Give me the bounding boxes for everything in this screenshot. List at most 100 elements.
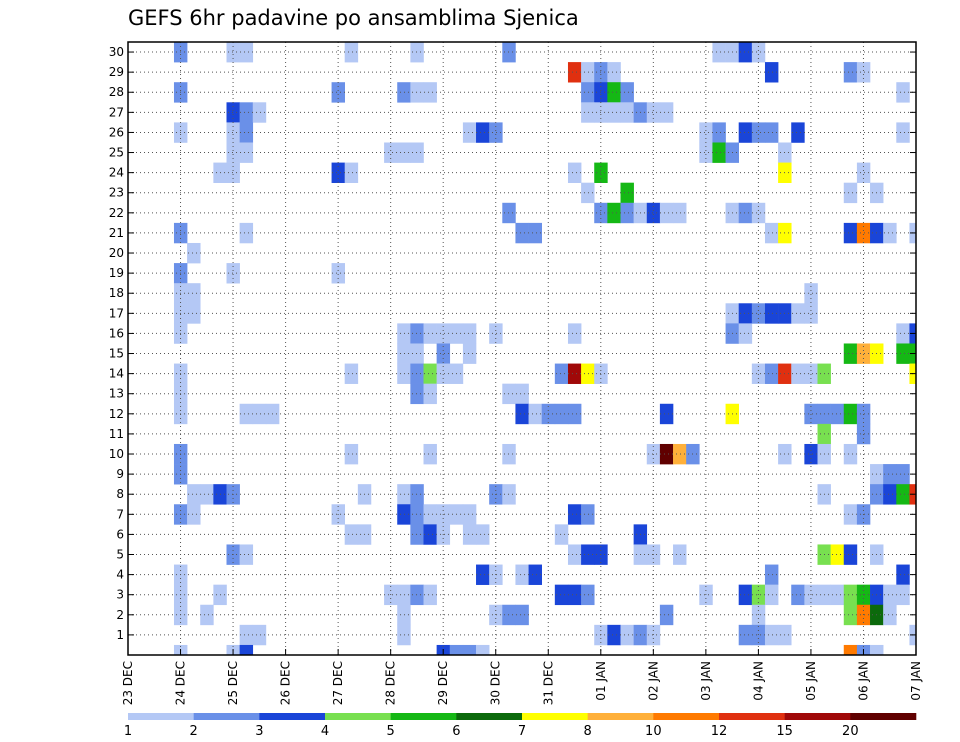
- y-tick-label: 2: [116, 608, 124, 622]
- heatmap-cell: [423, 383, 437, 405]
- heatmap-cell: [581, 102, 595, 123]
- heatmap-cell: [476, 122, 490, 143]
- x-tick-label: 07 JAN: [909, 661, 923, 701]
- heatmap-cell: [607, 62, 621, 83]
- colorbar-label: 10: [645, 724, 662, 739]
- heatmap-cell: [620, 82, 634, 103]
- heatmap-cell: [856, 343, 871, 364]
- heatmap-cell: [239, 122, 254, 143]
- colorbar-segment: [653, 713, 720, 720]
- heatmap-cell: [712, 42, 726, 63]
- heatmap-cell: [344, 363, 359, 384]
- heatmap-cell: [239, 403, 254, 425]
- heatmap-cell: [659, 443, 674, 465]
- heatmap-cell: [476, 644, 490, 656]
- y-tick-label: 7: [116, 507, 124, 521]
- colorbar-label: 8: [584, 724, 592, 739]
- y-tick-label: 12: [109, 407, 124, 421]
- heatmap-cell: [791, 363, 805, 384]
- heatmap-cell: [410, 524, 424, 545]
- heatmap-cell: [567, 323, 582, 344]
- y-tick-label: 26: [109, 125, 124, 139]
- heatmap-cell: [187, 242, 201, 264]
- x-tick-label: 29 DEC: [436, 661, 450, 705]
- heatmap-cell: [843, 403, 858, 425]
- heatmap-cell: [581, 504, 595, 525]
- heatmap-cell: [423, 363, 437, 384]
- heatmap-cell: [896, 323, 910, 344]
- heatmap-cell: [843, 343, 858, 364]
- heatmap-cell: [397, 604, 411, 626]
- x-tick-label: 25 DEC: [226, 661, 240, 705]
- heatmap-cell: [423, 443, 437, 465]
- heatmap-cell: [502, 383, 516, 405]
- colorbar-segment: [850, 713, 917, 720]
- heatmap-cell: [554, 403, 569, 425]
- colorbar-segment: [522, 713, 588, 720]
- heatmap-cell: [843, 604, 858, 626]
- x-tick-label: 27 DEC: [331, 661, 345, 705]
- heatmap-cell: [515, 222, 529, 244]
- heatmap-cell: [883, 584, 897, 606]
- y-tick-label: 9: [116, 467, 124, 481]
- heatmap-cell: [515, 403, 529, 425]
- y-tick-label: 17: [109, 306, 124, 320]
- heatmap-cell: [462, 644, 477, 656]
- y-tick-label: 10: [109, 447, 124, 461]
- colorbar-label: 5: [387, 724, 395, 739]
- heatmap-cell: [226, 122, 240, 143]
- heatmap-cell: [620, 624, 634, 646]
- heatmap-cell: [200, 604, 214, 626]
- colorbar-segment: [325, 713, 391, 720]
- heatmap-cell: [410, 343, 424, 364]
- heatmap-cell: [187, 504, 201, 525]
- x-axis-ticks: 23 DEC 24 DEC 25 DEC 26 DEC 27 DEC 28 DEC 29 D…: [121, 649, 923, 705]
- x-tick-label: 04 JAN: [751, 661, 765, 701]
- heatmap-cell: [764, 222, 779, 244]
- heatmap-cell: [843, 544, 858, 565]
- heatmap-cell: [843, 222, 858, 244]
- heatmap-cell: [883, 484, 897, 505]
- heatmap-cells: [173, 42, 917, 656]
- heatmap-cell: [239, 142, 254, 163]
- y-tick-label: 11: [109, 427, 124, 441]
- heatmap-cell: [607, 202, 621, 224]
- colorbar-segment: [456, 713, 523, 720]
- heatmap-cell: [397, 584, 411, 606]
- heatmap-cell: [476, 524, 490, 545]
- heatmap-cell: [502, 443, 516, 465]
- y-tick-label: 23: [109, 186, 124, 200]
- heatmap-cell: [843, 504, 858, 525]
- heatmap-cell: [515, 564, 529, 585]
- heatmap-cell: [410, 383, 424, 405]
- heatmap-cell: [856, 403, 871, 425]
- heatmap-cell: [397, 323, 411, 344]
- heatmap-cell: [344, 42, 359, 63]
- heatmap-cell: [896, 584, 910, 606]
- heatmap-cell: [896, 82, 910, 103]
- heatmap-cell: [659, 403, 674, 425]
- chart-title: GEFS 6hr padavine po ansamblima Sjenica: [128, 6, 579, 30]
- heatmap-cell: [699, 122, 713, 143]
- heatmap-cell: [843, 62, 858, 83]
- colorbar-label: 20: [842, 724, 859, 739]
- heatmap-cell: [738, 303, 753, 324]
- heatmap-cell: [436, 323, 451, 344]
- x-tick-label: 03 JAN: [699, 661, 713, 701]
- heatmap-cell: [423, 82, 437, 103]
- heatmap-cell: [200, 484, 214, 505]
- y-tick-label: 30: [109, 45, 124, 59]
- colorbar-segment: [784, 713, 851, 720]
- heatmap-cell: [462, 323, 477, 344]
- heatmap-cell: [764, 303, 779, 324]
- y-tick-label: 22: [109, 206, 124, 220]
- heatmap-cell: [896, 343, 910, 364]
- heatmap-cell: [462, 524, 477, 545]
- heatmap-cell: [410, 584, 424, 606]
- heatmap-cell: [856, 162, 871, 183]
- x-tick-label: 26 DEC: [279, 661, 293, 705]
- colorbar-label: 15: [776, 724, 793, 739]
- heatmap-cell: [397, 504, 411, 525]
- heatmap-cell: [515, 604, 529, 626]
- x-tick-label: 23 DEC: [121, 661, 135, 705]
